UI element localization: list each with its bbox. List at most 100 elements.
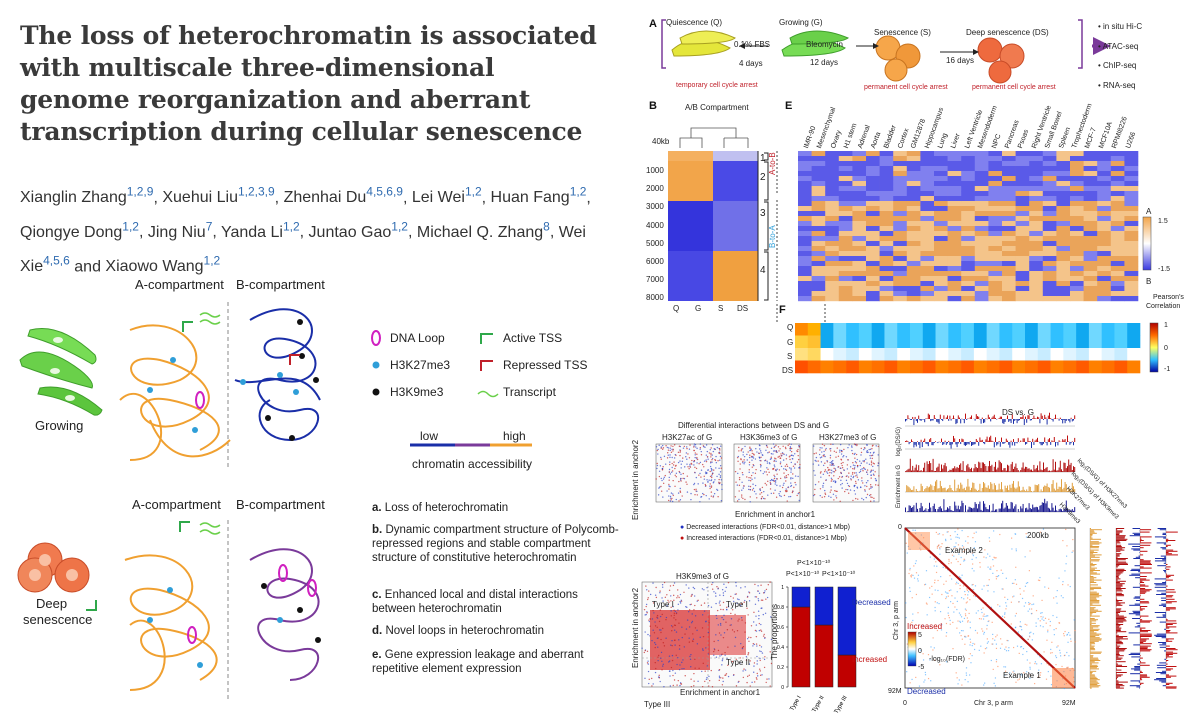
pearson-cell (1127, 348, 1141, 361)
heatmap-cell (934, 211, 948, 217)
heatmap-cell (811, 151, 826, 157)
fdr-label: -log₁₀(FDR) (929, 656, 965, 663)
heatmap-cell (1110, 246, 1125, 252)
pearson-cell (871, 348, 885, 361)
heatmap-cell (1124, 241, 1139, 247)
author-affiliation[interactable]: 1,2 (203, 253, 221, 268)
pearson-cell (973, 360, 987, 374)
heatmap-cell (1070, 221, 1084, 227)
heatmap-cell (1083, 221, 1098, 227)
author-affiliation[interactable]: 8 (543, 219, 550, 234)
author-affiliation[interactable]: 7 (205, 219, 213, 234)
heatmap-cell (974, 156, 989, 162)
author-4[interactable]: Lei Wei1,2 (412, 185, 482, 206)
author-affiliation[interactable]: 1,2 (569, 185, 587, 199)
heatmap-cell (1002, 191, 1016, 197)
pearson-cell (999, 348, 1013, 361)
heatmap-cell (961, 251, 976, 257)
heatmap-cell (961, 171, 976, 177)
author-5[interactable]: Huan Fang1,2 (491, 185, 587, 206)
heatmap-cell (893, 251, 908, 257)
b-xtick-s: S (718, 304, 724, 313)
f-row-s: S (787, 352, 793, 361)
heatmap-cell (1110, 191, 1125, 197)
pearson-cell (846, 348, 860, 361)
heatmap-cell (1124, 286, 1139, 292)
author-affiliation[interactable]: 1,2,3,9 (237, 185, 275, 199)
heatmap-cell (1042, 156, 1057, 162)
pearson-cell (897, 323, 911, 336)
heatmap-cell (798, 231, 812, 237)
author-affiliation[interactable]: 1,2 (464, 185, 482, 199)
heatmap-cell (1083, 176, 1098, 182)
heatmap-cell (811, 236, 826, 242)
author-10[interactable]: Michael Q. Zhang8 (417, 219, 550, 240)
author-3[interactable]: Zhenhai Du4,5,6,9 (284, 185, 403, 206)
heatmap-cell (866, 291, 880, 297)
author-1[interactable]: Xianglin Zhang1,2,9 (20, 185, 153, 206)
heatmap-cell (906, 246, 921, 252)
heatmap-cell (825, 251, 840, 257)
heatmap-cell (1097, 271, 1112, 277)
heatmap-cell (906, 286, 921, 292)
author-affiliation[interactable]: 1,2 (122, 219, 139, 234)
author-affiliation[interactable]: 1,2 (391, 219, 408, 234)
heatmap-cell (1070, 196, 1084, 202)
heatmap-cell (1124, 196, 1139, 202)
author-12[interactable]: Xiaowo Wang1,2 (105, 254, 220, 275)
pearson-cell (846, 360, 860, 374)
heatmap-cell (906, 231, 921, 237)
author-7[interactable]: Jing Niu7 (148, 219, 213, 240)
cb-zero: 0 (918, 648, 922, 655)
pearson-cell (910, 323, 924, 336)
heatmap-cell (934, 181, 948, 187)
author-9[interactable]: Juntao Gao1,2 (309, 219, 408, 240)
author-11[interactable]: Wei Xie4,5,6 (20, 224, 586, 275)
heatmap-cell (1042, 281, 1057, 287)
heatmap-cell (825, 241, 840, 247)
b-ytick: 5000 (646, 238, 664, 248)
heatmap-cell (811, 161, 826, 167)
heatmap-cell (1070, 231, 1084, 237)
x-anchor1-label: Enrichment in anchor1 (735, 510, 816, 519)
heatmap-cell (906, 171, 921, 177)
heatmap-cell (961, 166, 976, 172)
heatmap-cell (811, 201, 826, 207)
heatmap-cell (906, 211, 921, 217)
scatter-panel-1 (655, 443, 723, 503)
bar-category-label: Type II (812, 695, 826, 714)
author-affiliation[interactable]: 1,2 (282, 219, 300, 234)
heatmap-cell (906, 261, 921, 267)
heatmap-cell (961, 291, 976, 297)
legend-active-tss: Active TSS (503, 331, 563, 345)
heatmap-cell (879, 206, 894, 212)
type1-label-right: Type I (726, 600, 748, 609)
pearson-cell (1127, 360, 1141, 374)
heatmap-cell (1070, 256, 1084, 262)
author-2[interactable]: Xuehui Liu1,2,3,9 (162, 185, 274, 206)
heatmap-cell (974, 261, 989, 267)
pearson-cell (999, 335, 1013, 349)
author-6[interactable]: Qiongye Dong1,2 (20, 219, 139, 240)
fbs-days-label: 4 days (739, 59, 763, 68)
legend-h3k9me3: H3K9me3 (390, 385, 444, 399)
author-affiliation[interactable]: 4,5,6 (43, 253, 70, 268)
bin-size-label: 40kb (652, 137, 670, 146)
author-affiliation[interactable]: 4,5,6,9 (366, 185, 403, 199)
heatmap-cell (879, 211, 894, 217)
heatmap-cell (988, 176, 1003, 182)
heatmap-cell (1097, 246, 1112, 252)
heatmap-cell (1042, 266, 1057, 272)
heatmap-cell (1097, 166, 1112, 172)
author-affiliation[interactable]: 1,2,9 (126, 185, 154, 199)
heatmap-cell (825, 151, 840, 157)
heatmap-cell (852, 221, 867, 227)
heatmap-cell (974, 161, 989, 167)
heatmap-cell (974, 191, 989, 197)
heatmap-cell (1124, 161, 1139, 167)
heatmap-cell (947, 216, 962, 222)
heatmap-cell (1110, 171, 1125, 177)
pearson-cell (871, 323, 885, 336)
author-8[interactable]: Yanda Li1,2 (221, 219, 300, 240)
pearson-cell (1063, 348, 1077, 361)
